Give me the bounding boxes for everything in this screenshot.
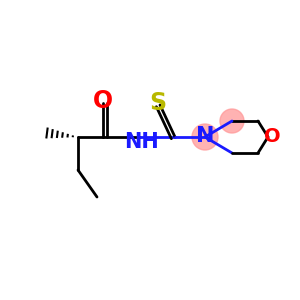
Text: N: N	[196, 126, 214, 146]
Circle shape	[220, 109, 244, 133]
Text: S: S	[149, 91, 167, 115]
Text: NH: NH	[124, 132, 159, 152]
Text: O: O	[93, 89, 113, 113]
Circle shape	[192, 124, 218, 150]
Text: O: O	[264, 128, 280, 146]
